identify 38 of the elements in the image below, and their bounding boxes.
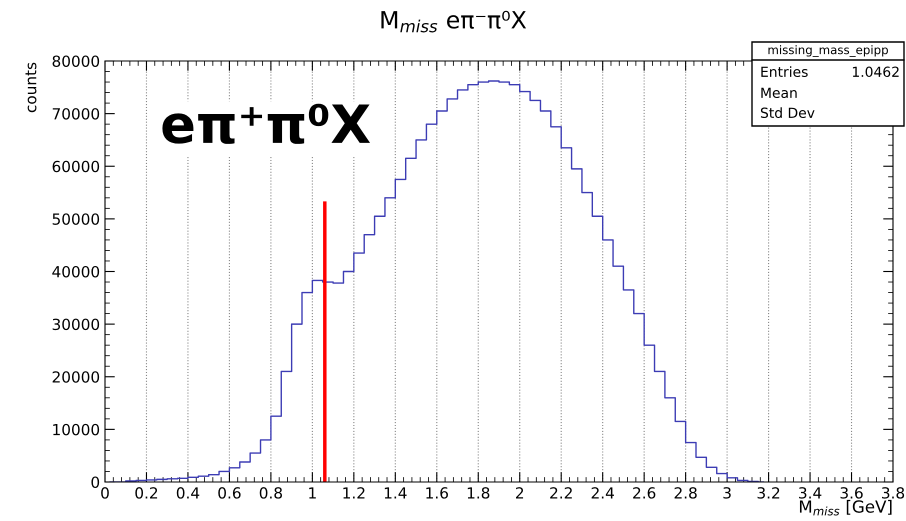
x-tick-label: 3.2	[758, 487, 780, 499]
y-tick-label: 30000	[52, 318, 100, 330]
x-tick-label: 0.6	[218, 487, 241, 499]
x-tick-label: 1.4	[384, 487, 407, 498]
x-tick-label: 0.2	[135, 487, 158, 499]
text: missing_mass_epipp	[768, 45, 888, 57]
annotation: Std Dev	[760, 107, 815, 118]
y-tick-label: 80000	[52, 55, 100, 68]
x-tick-label: 2.6	[633, 487, 656, 499]
x-tick-label: 1	[309, 487, 316, 498]
y-tick-label: 40000	[52, 266, 100, 278]
x-tick-label: 3	[723, 487, 731, 499]
x-tick-label: 2.8	[674, 487, 697, 499]
y-tick-label: 0	[91, 476, 100, 488]
x-axis-title: M$_{miss}$ [GeV]	[800, 500, 892, 516]
annotation: 1.0462	[852, 66, 899, 78]
chart-title: M$_{miss}$ eπ⁻π⁰X	[381, 10, 526, 32]
x-tick-label: 3.6	[840, 487, 863, 499]
y-tick-label: 70000	[52, 108, 100, 120]
y-tick-label: 60000	[52, 160, 100, 172]
x-tick-label: 2.4	[592, 487, 614, 498]
y-tick-label: 50000	[52, 213, 100, 225]
annotation: Mean	[761, 88, 797, 98]
x-tick-label: 0.4	[176, 487, 200, 499]
x-tick-label: 0	[101, 487, 109, 499]
x-tick-label: 0.8	[260, 487, 282, 499]
y-tick-label: 10000	[53, 424, 100, 436]
x-tick-label: 3.4	[799, 487, 822, 499]
annotation: Entries	[761, 66, 808, 78]
x-tick-label: 2	[516, 487, 524, 498]
y-tick-label: 20000	[52, 371, 100, 383]
annotation: eπ⁺π⁰X	[162, 104, 370, 144]
x-tick-label: 1.6	[426, 487, 448, 499]
x-tick-label: 2.2	[550, 487, 572, 498]
x-tick-label: 3.8	[882, 487, 904, 499]
x-tick-label: 1.8	[468, 487, 490, 499]
y-axis-title: counts	[25, 62, 36, 112]
x-tick-label: 1.2	[343, 487, 364, 498]
